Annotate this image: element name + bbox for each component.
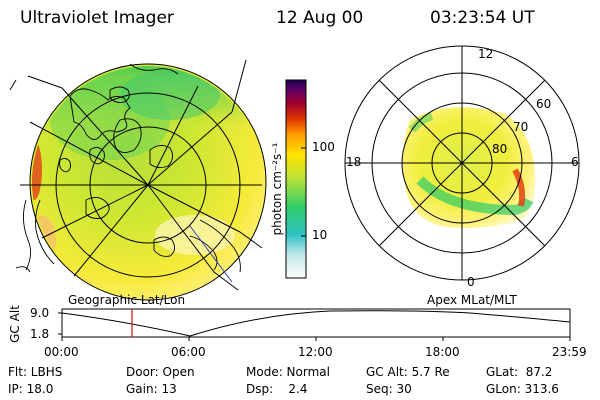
date-label: 12 Aug 00 [276,8,364,28]
lat-label-80: 80 [492,142,508,156]
colorbar [285,79,307,279]
right-caption: Apex MLat/MLT [427,293,517,307]
colorbar-tick-10: 10 [312,228,328,242]
polar-grid [344,45,580,281]
colorbar-unit-label: photon cm⁻²s⁻¹ [270,142,284,236]
app-title: Ultraviolet Imager [20,8,174,28]
colorbar-tick-100: 100 [312,140,335,154]
mlt-label-0: 0 [467,275,475,289]
info-gc-alt: GC Alt: 5.7 Re [366,365,450,379]
info-mode: Mode: Normal [246,365,330,379]
lat-label-60: 60 [536,97,552,111]
info-glon: GLon: 313.6 [486,382,559,396]
info-gain: Gain: 13 [126,382,177,396]
left-caption: Geographic Lat/Lon [68,293,186,307]
lat-label-70: 70 [513,120,529,134]
info-door: Door: Open [126,365,195,379]
timeline-ytick-high: 9.0 [30,306,50,320]
orbit-timeline [58,308,571,341]
timeline-ylabel: GC Alt [7,305,22,343]
info-filter: Flt: LBHS [8,365,63,379]
geographic-image [9,59,267,301]
timeline-ytick-low: 1.8 [30,327,50,341]
timeline-xtick-2359: 23:59 [552,345,587,359]
time-label: 03:23:54 UT [430,8,535,28]
timeline-xtick-0600: 06:00 [171,345,206,359]
info-seq: Seq: 30 [366,382,412,396]
mlt-label-18: 18 [346,155,362,169]
timeline-xtick-1800: 18:00 [425,345,460,359]
mlt-label-6: 6 [571,155,579,169]
timeline-xtick-1200: 12:00 [298,345,333,359]
mlt-label-12: 12 [478,47,494,61]
info-glat: GLat: 87.2 [486,365,553,379]
info-ip: IP: 18.0 [8,382,54,396]
info-dsp: Dsp: 2.4 [246,382,308,396]
timeline-xtick-0000: 00:00 [44,345,79,359]
